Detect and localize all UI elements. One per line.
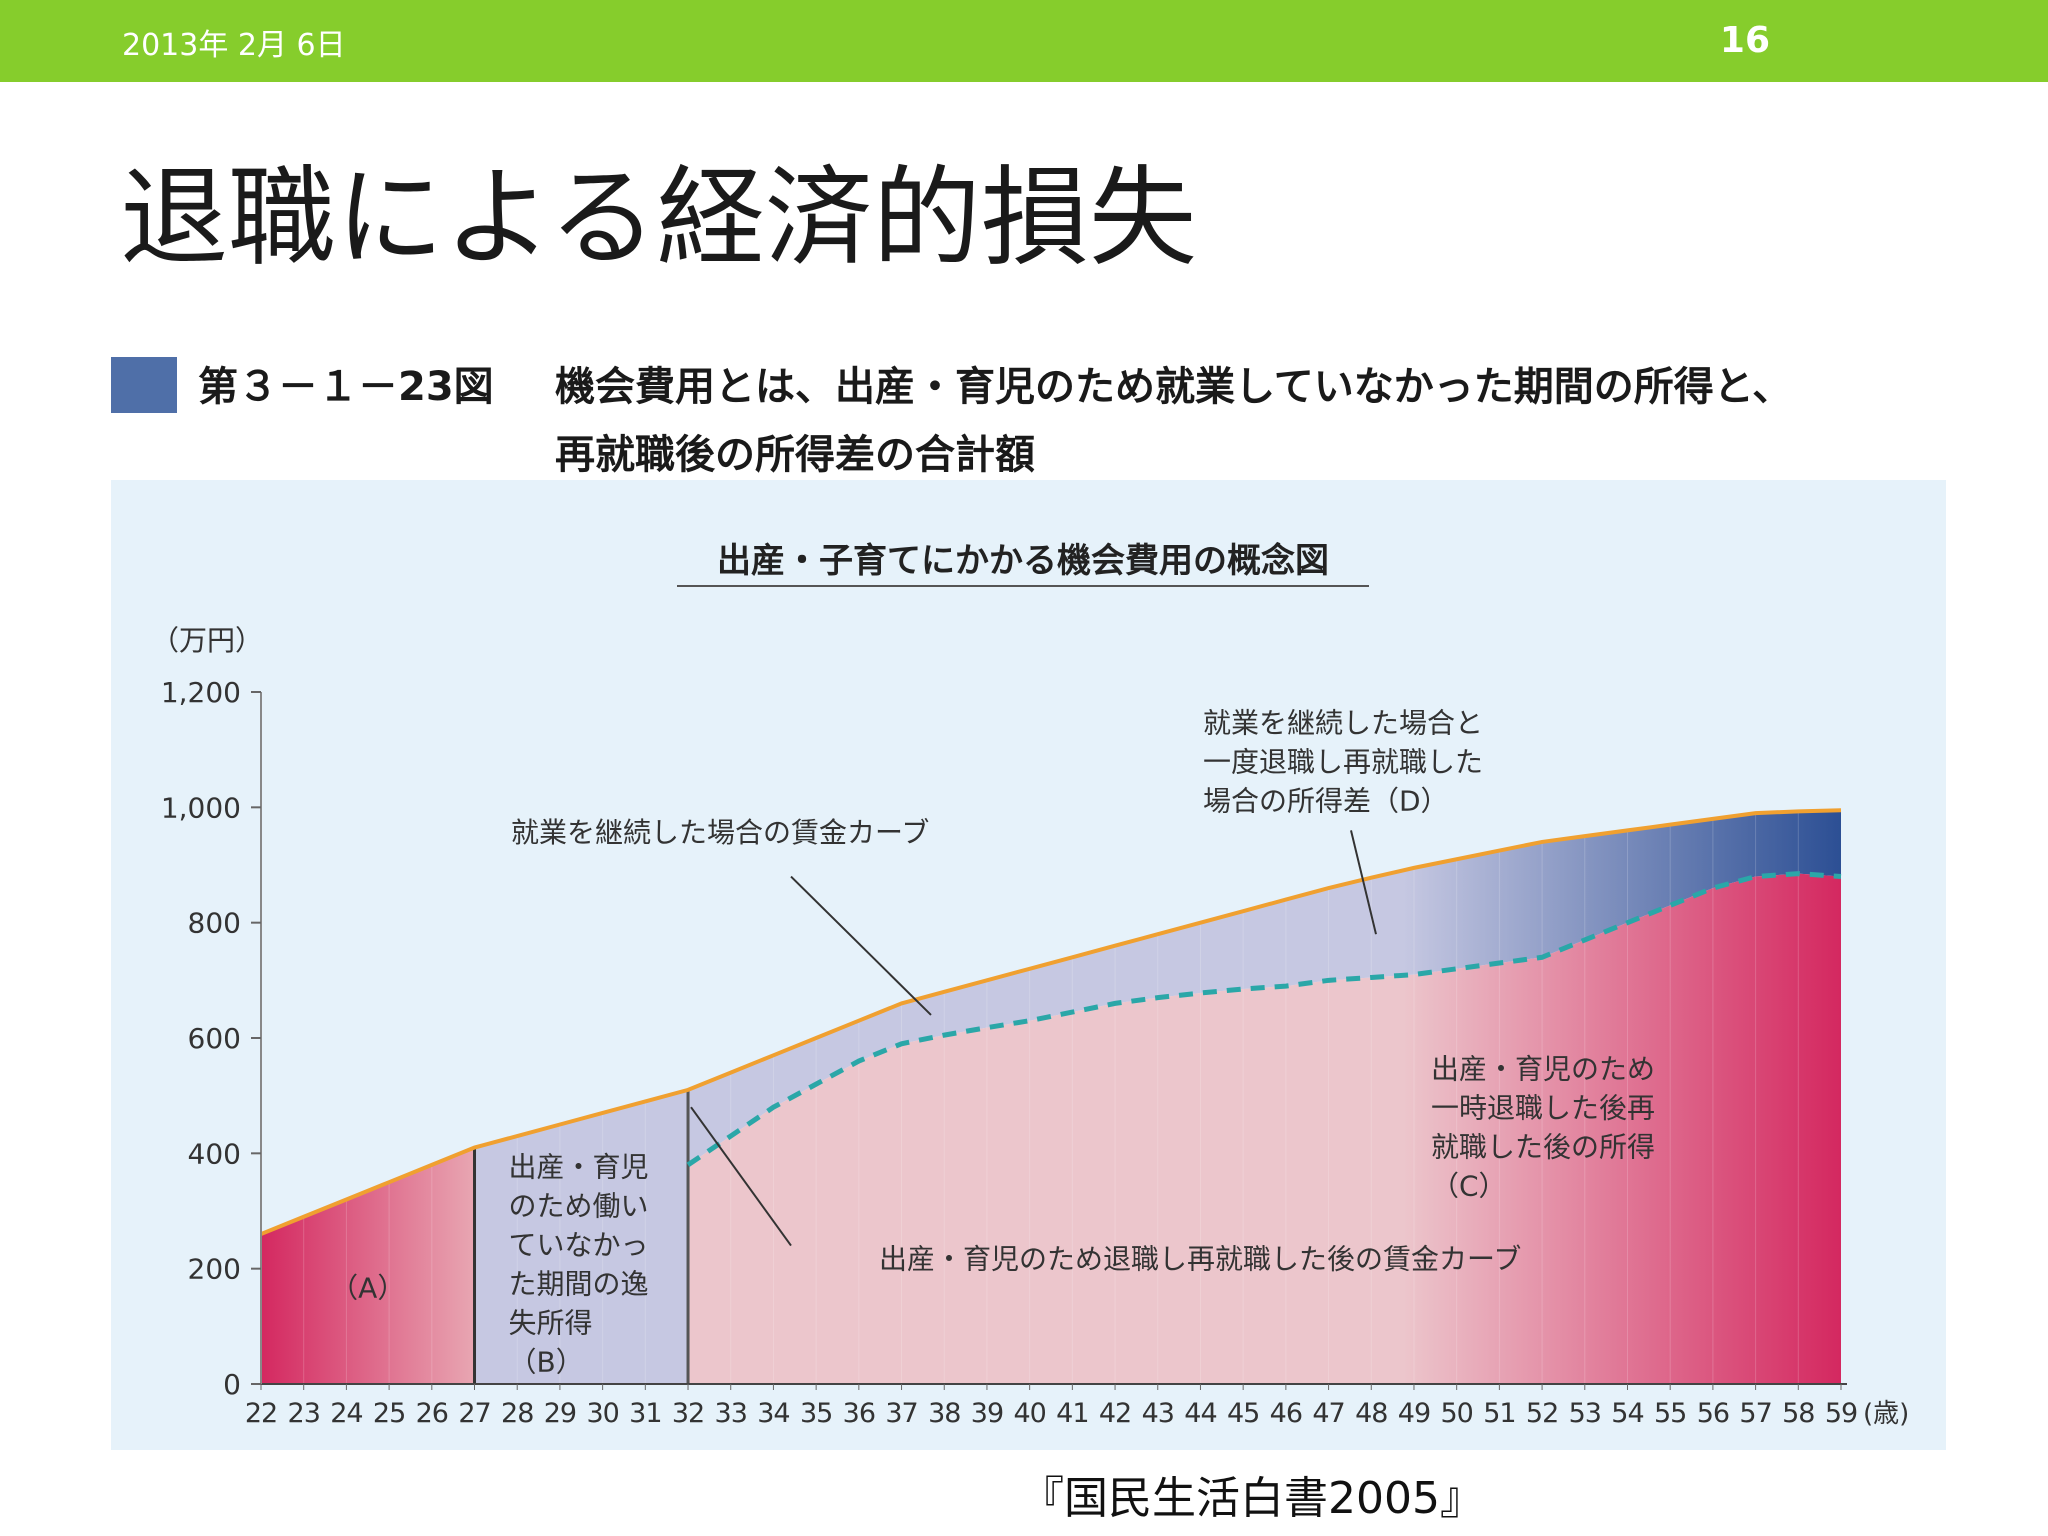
line-layer	[260, 808, 1842, 1384]
opportunity-cost-chart: 出産・子育てにかかる機会費用の概念図 （万円） 0 200 400 600 800 1,0…	[151, 541, 1909, 1429]
x-tick-label: 50	[1440, 1398, 1472, 1429]
y-tick-label: 600	[188, 1022, 241, 1055]
region-d-area	[688, 810, 1841, 1165]
x-tick-label: 32	[672, 1398, 704, 1429]
x-tick-label: 59	[1825, 1398, 1857, 1429]
area-layer	[260, 810, 1841, 1384]
slide-date: 2013年 2月 6日	[122, 28, 346, 63]
figure-marker-square	[111, 357, 177, 413]
x-tick-label: 47	[1312, 1398, 1344, 1429]
x-tick-label: 28	[501, 1398, 533, 1429]
figure-number: 第３－１－23図	[198, 364, 494, 410]
x-tick-label: 31	[629, 1398, 661, 1429]
x-tick-label: 49	[1398, 1398, 1430, 1429]
x-tick-label: 24	[330, 1398, 362, 1429]
annotation-layer: （A） 出産・育児のため働いていなかった期間の逸失所得（B） 出産・育児のため一時退…	[330, 706, 1655, 1378]
x-tick-label: 54	[1611, 1398, 1643, 1429]
x-tick-label: 39	[971, 1398, 1003, 1429]
region-d-group	[688, 810, 1841, 1165]
region-d-label: 就業を継続した場合と一度退職し再就職した場合の所得差（D）	[1203, 706, 1483, 817]
slide-title: 退職による経済的損失	[120, 156, 1197, 281]
y-tick-label: 0	[223, 1368, 241, 1401]
region-b-label: 出産・育児のため働いていなかった期間の逸失所得（B）	[509, 1150, 649, 1378]
x-tick-label: 53	[1569, 1398, 1601, 1429]
x-tick-label: 51	[1483, 1398, 1515, 1429]
y-tick-label: 200	[188, 1253, 241, 1286]
y-tick-label: 1,200	[161, 676, 241, 709]
x-tick-label: 33	[715, 1398, 747, 1429]
x-tick-label: 56	[1697, 1398, 1729, 1429]
header-bar: 2013年 2月 6日 16	[0, 0, 2048, 82]
source-citation: 『国民生活白書2005』	[1020, 1473, 1484, 1524]
x-tick-label: 25	[373, 1398, 405, 1429]
x-tick-label: 36	[843, 1398, 875, 1429]
x-axis-unit: (歳)	[1863, 1399, 1909, 1429]
series-line-reemployment-wage	[686, 871, 1842, 1167]
y-tick-label: 400	[188, 1137, 241, 1170]
x-tick-label: 35	[800, 1398, 832, 1429]
axes-layer: 0 200 400 600 800 1,000 1,200 22 23 24 25 26 27 28 29 3…	[161, 676, 1909, 1429]
x-tick-label: 34	[757, 1398, 789, 1429]
x-tick-label: 29	[544, 1398, 576, 1429]
chart-title: 出産・子育てにかかる機会費用の概念図	[717, 541, 1329, 581]
x-tick-label: 41	[1056, 1398, 1088, 1429]
figure-caption-line2: 再就職後の所得差の合計額	[555, 432, 1035, 478]
region-a-label: （A）	[330, 1272, 405, 1305]
leader-line-difference	[1350, 830, 1377, 935]
y-tick-label: 1,000	[161, 791, 241, 824]
x-tick-label: 44	[1184, 1398, 1216, 1429]
x-tick-label: 30	[586, 1398, 618, 1429]
x-tick-label: 43	[1142, 1398, 1174, 1429]
series-label-reemployment-wage: 出産・育児のため退職し再就職した後の賃金カーブ	[879, 1243, 1521, 1276]
y-tick-label: 800	[188, 907, 241, 940]
x-tick-label: 48	[1355, 1398, 1387, 1429]
region-c-label: 出産・育児のため一時退職した後再就職した後の所得（C）	[1431, 1052, 1655, 1202]
x-tick-label: 27	[458, 1398, 490, 1429]
x-tick-label: 22	[245, 1398, 277, 1429]
leader-line-continuous	[790, 875, 932, 1016]
chart-panel: 出産・子育てにかかる機会費用の概念図 （万円） 0 200 400 600 800 1,0…	[111, 480, 1946, 1450]
x-tick-label: 38	[928, 1398, 960, 1429]
x-tick-label: 45	[1227, 1398, 1259, 1429]
leader-line-reemployment	[690, 1106, 792, 1247]
region-a-area	[261, 1147, 475, 1384]
x-tick-label: 42	[1099, 1398, 1131, 1429]
series-label-continuous-wage: 就業を継続した場合の賃金カーブ	[511, 816, 929, 849]
series-line-continuous-wage	[260, 808, 1842, 1236]
x-tick-label: 55	[1654, 1398, 1686, 1429]
x-tick-label: 40	[1013, 1398, 1045, 1429]
y-axis-unit: （万円）	[151, 624, 263, 657]
x-tick-label: 26	[416, 1398, 448, 1429]
region-c-area	[688, 873, 1841, 1384]
x-tick-label: 23	[288, 1398, 320, 1429]
x-tick-label: 52	[1526, 1398, 1558, 1429]
region-b-area	[474, 1089, 689, 1384]
x-tick-label: 58	[1782, 1398, 1814, 1429]
page-number: 16	[1719, 20, 1770, 61]
x-tick-label: 37	[885, 1398, 917, 1429]
x-tick-label: 46	[1270, 1398, 1302, 1429]
x-tick-label: 57	[1739, 1398, 1771, 1429]
figure-caption-line1: 機会費用とは、出産・育児のため就業していなかった期間の所得と、	[555, 364, 1793, 410]
